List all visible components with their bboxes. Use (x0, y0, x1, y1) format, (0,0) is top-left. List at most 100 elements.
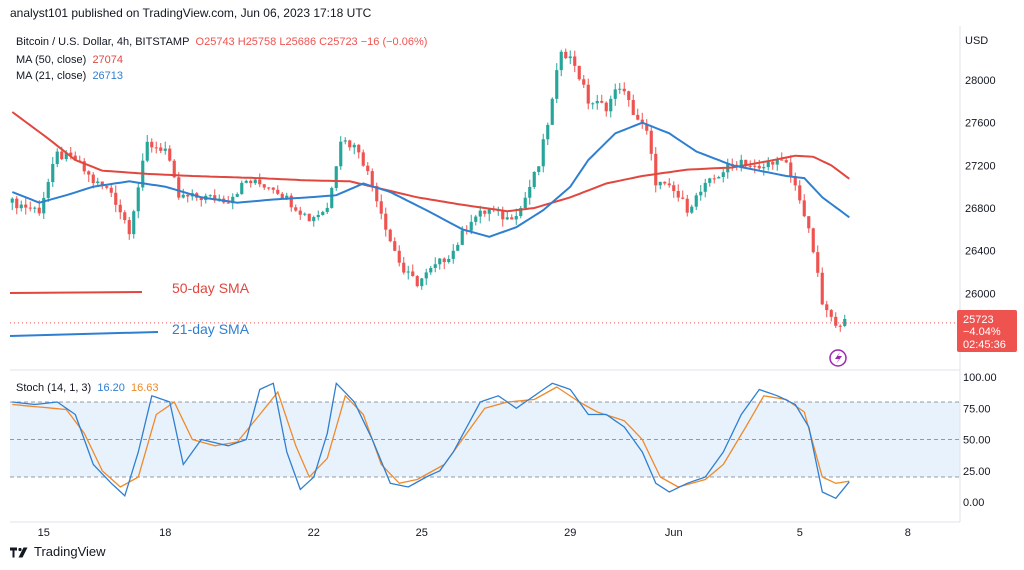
candle-body (123, 212, 127, 221)
candle-body (447, 258, 451, 263)
candle-body (253, 179, 257, 184)
x-tick-label: 25 (416, 527, 428, 539)
candle-body (172, 160, 176, 178)
candle-body (622, 88, 626, 92)
candle-body (352, 144, 356, 148)
candle-body (33, 207, 37, 209)
candle-body (654, 153, 658, 186)
candle-body (244, 180, 248, 183)
candle-body (703, 182, 707, 192)
candle-body (186, 194, 190, 197)
candle-body (69, 152, 73, 156)
candle-body (298, 210, 302, 215)
chart-svg[interactable]: 50-day SMA 21-day SMA 15 18 22 25 29 Jun 5 8 USD 2… (0, 0, 1024, 540)
candle-body (280, 193, 284, 199)
candle-body (712, 178, 716, 180)
candle-body (568, 56, 572, 59)
candle-body (555, 70, 559, 99)
candle-body (82, 161, 86, 172)
candle-body (168, 148, 172, 161)
candle-body (294, 207, 298, 211)
x-tick-label: 18 (159, 527, 171, 539)
ma50-line (11, 111, 850, 213)
candle-body (316, 214, 320, 218)
candle-body (379, 201, 383, 214)
price-tick-label: 27200 (965, 160, 996, 172)
candle-body (672, 185, 676, 192)
candle-body (744, 159, 748, 166)
candle-body (802, 200, 806, 217)
price-tick-label: 26800 (965, 203, 996, 215)
candle-body (595, 100, 599, 104)
candle-body (739, 159, 743, 167)
candle-body (267, 187, 271, 189)
candle-body (748, 165, 752, 167)
candle-body (618, 88, 622, 90)
candle-body (154, 147, 158, 149)
candle-body (483, 210, 487, 214)
candle-body (523, 197, 527, 209)
stoch-tick-label: 0.00 (963, 497, 984, 509)
candle-body (420, 278, 424, 287)
candle-body (60, 151, 64, 160)
candle-body (762, 167, 766, 169)
candle-body (96, 181, 100, 184)
x-tick-label: 29 (564, 527, 576, 539)
candle-body (757, 165, 761, 169)
candle-body (784, 160, 788, 163)
stoch-tick-label: 50.00 (963, 435, 991, 447)
candle-body (645, 123, 649, 131)
candle-body (613, 89, 617, 99)
stoch-legend: Stoch (14, 1, 3) 16.20 16.63 (16, 382, 159, 394)
candle-body (694, 195, 698, 207)
price-tick-label: 26400 (965, 246, 996, 258)
candle-body (456, 244, 460, 251)
candle-body (415, 276, 419, 287)
candle-body (586, 84, 590, 104)
x-tick-label: Jun (665, 527, 683, 539)
price-tick-label: 28000 (965, 75, 996, 87)
price-tick-label: 26000 (965, 288, 996, 300)
currency-label: USD (965, 35, 988, 47)
candle-body (181, 194, 185, 198)
candle-body (334, 166, 338, 189)
ma50-value: 27074 (92, 54, 124, 66)
candle-body (627, 91, 631, 100)
candle-body (271, 187, 275, 190)
candle-body (15, 198, 19, 209)
candle-body (51, 164, 55, 183)
candle-body (325, 207, 329, 212)
candle-body (100, 181, 104, 187)
badge-price: 25723 (963, 314, 994, 326)
candle-body (789, 162, 793, 177)
candle-body (388, 229, 392, 242)
candle-body (843, 318, 847, 326)
candle-body (199, 197, 203, 201)
sma50-annotation-label: 50-day SMA (172, 280, 250, 296)
candle-body (699, 191, 703, 196)
candle-body (424, 272, 428, 279)
price-badge (957, 310, 1017, 352)
ma21-legend: MA (21, close) 26713 (16, 70, 123, 82)
candle-body (708, 178, 712, 183)
stoch-tick-label: 100.00 (963, 372, 997, 384)
stoch-k-line (12, 381, 850, 500)
candle-body (397, 250, 401, 263)
sma21-annotation-label: 21-day SMA (172, 321, 250, 337)
candle-body (550, 98, 554, 125)
tradingview-logo-icon (10, 547, 28, 557)
candle-body (64, 152, 68, 160)
candle-body (289, 195, 293, 208)
ohlc-close: C25723 (319, 36, 358, 48)
candle-body (775, 159, 779, 165)
footer-brand[interactable]: TradingView (10, 544, 106, 559)
candle-body (573, 56, 577, 66)
candle-body (208, 195, 212, 197)
candle-body (429, 267, 433, 273)
candle-body (231, 196, 235, 204)
candle-body (766, 161, 770, 168)
candle-body (442, 258, 446, 263)
candle-body (402, 262, 406, 273)
symbol-name: Bitcoin / U.S. Dollar, 4h, BITSTAMP (16, 36, 190, 48)
candle-body (19, 204, 23, 209)
